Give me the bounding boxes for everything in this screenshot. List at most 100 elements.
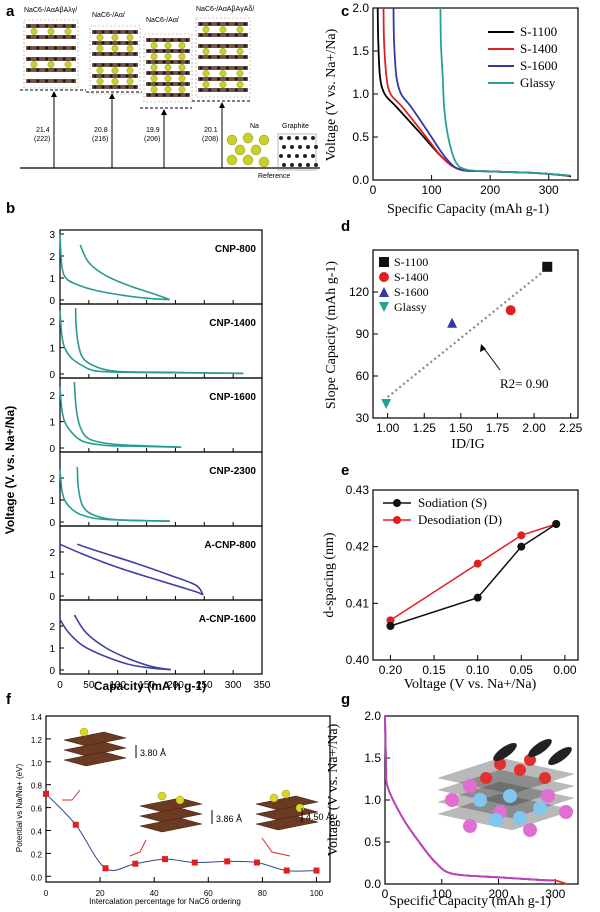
- g-inset-red-atom: [524, 754, 536, 766]
- carbon-atom: [133, 74, 137, 78]
- panel-e-label: e: [341, 462, 349, 479]
- carbon-atom: [62, 46, 66, 50]
- reference-label: Reference: [258, 173, 290, 180]
- b-ytick-label: 1: [49, 496, 55, 507]
- structure-1-formula: NaC6-/AαAβAλγ/: [24, 7, 77, 14]
- structure-2-plane: (216): [92, 136, 108, 143]
- na-atom: [219, 81, 227, 88]
- f-graphene-sheet: [63, 731, 127, 747]
- na-atom: [111, 78, 119, 85]
- f-graphene-sheet: [139, 797, 203, 813]
- e-point: [386, 622, 395, 630]
- g-ytick-label: 0.5: [364, 835, 381, 849]
- carbon-atom: [109, 74, 113, 78]
- c-ytick-label: 2.0: [352, 1, 369, 15]
- carbon-atom: [217, 33, 221, 37]
- carbon-atom: [170, 93, 174, 97]
- carbon-atom: [185, 93, 189, 97]
- carbon-atom: [101, 85, 105, 89]
- carbon-atom: [147, 71, 151, 75]
- b-subplot-title: CNP-1600: [209, 392, 256, 403]
- unit-cell-box: [143, 33, 193, 103]
- g-inset-na-atom: [463, 819, 477, 833]
- b-ytick-label: 0: [49, 296, 55, 307]
- carbon-atom: [234, 55, 238, 59]
- carbon-atom: [109, 63, 113, 67]
- carbon-atom: [53, 24, 58, 28]
- carbon-atom: [155, 82, 159, 86]
- carbon-atom: [71, 24, 75, 28]
- carbon-atom: [290, 145, 294, 149]
- carbon-atom: [155, 49, 159, 53]
- c-legend-label: Glassy: [520, 75, 556, 90]
- carbon-atom: [282, 163, 286, 167]
- f-spacing-label: 3.80 Å: [140, 748, 166, 758]
- carbon-atom: [217, 88, 221, 92]
- c-xtick-label: 300: [539, 183, 559, 197]
- f-spacing-label: 3.86 Å: [216, 814, 242, 824]
- b-xtick-label: 100: [109, 680, 126, 691]
- carbon-atom: [133, 85, 137, 89]
- carbon-atom: [101, 63, 105, 67]
- d-ytick-label: 120: [349, 285, 369, 299]
- carbon-atom: [162, 38, 166, 42]
- graphene-layer: [146, 82, 190, 86]
- na-atom: [219, 70, 227, 77]
- na-atom: [111, 34, 119, 41]
- carbon-atom: [117, 74, 121, 78]
- na-atom: [64, 61, 72, 68]
- f-graphene-sheet: [63, 741, 127, 757]
- f-xtick-label: 60: [204, 889, 213, 898]
- b-ytick-label: 1: [49, 344, 55, 355]
- carbon-atom: [155, 38, 159, 42]
- carbon-atom: [62, 79, 66, 83]
- na-atom: [126, 67, 134, 74]
- b-y-axis-label: Voltage (V. vs. Na+/Na): [3, 406, 17, 534]
- f-na-atom: [79, 727, 89, 737]
- na-atom: [236, 26, 244, 33]
- graphene-layer: [146, 71, 190, 75]
- carbon-atom: [306, 163, 310, 167]
- g-inset-na-atom: [445, 793, 459, 807]
- carbon-atom: [133, 41, 137, 45]
- graphene-layer: [198, 55, 248, 59]
- e-line: [390, 523, 557, 627]
- carbon-atom: [109, 52, 113, 56]
- graphite-cell-box: [277, 133, 317, 171]
- crystal-structure-4: [195, 17, 251, 98]
- carbon-atom: [234, 77, 238, 81]
- na-atom: [47, 61, 55, 68]
- carbon-atom: [311, 154, 315, 158]
- b-subplot-frame: [59, 229, 263, 305]
- na-atom: [126, 45, 134, 52]
- na-atom: [150, 75, 158, 82]
- carbon-atom: [45, 35, 49, 39]
- b-subplot-title: A-CNP-800: [204, 540, 256, 551]
- na-atom: [258, 156, 270, 168]
- carbon-atom: [162, 93, 166, 97]
- d-annotation-arrowhead: [480, 344, 486, 352]
- carbon-atom: [185, 38, 189, 42]
- carbon-atom: [117, 85, 121, 89]
- d-point-s-1400: [505, 305, 516, 316]
- carbon-atom: [125, 41, 129, 45]
- na-atom: [164, 53, 172, 60]
- g-inset-na-atom: [523, 823, 537, 837]
- structure-4-formula: NaC6-/AαAβAγAδ/: [196, 6, 254, 13]
- unit-cell-box: [89, 25, 141, 95]
- f-ytick-label: 1.4: [31, 713, 43, 722]
- e-x-axis-label: Voltage (V vs. Na+/Na): [404, 677, 537, 692]
- f-xtick-label: 40: [150, 889, 159, 898]
- carbon-atom: [147, 82, 151, 86]
- b-charge-curve: [74, 307, 244, 375]
- f-na-atom: [269, 793, 279, 803]
- e-ytick-label: 0.43: [346, 483, 370, 497]
- carbon-atom: [53, 68, 58, 72]
- carbon-atom: [162, 71, 166, 75]
- carbon-atom: [101, 41, 105, 45]
- b-charge-curve: [73, 614, 171, 671]
- d-ytick-label: 30: [356, 411, 370, 425]
- e-legend-label: Sodiation (S): [418, 495, 487, 510]
- carbon-atom: [199, 55, 203, 59]
- na-atom: [202, 26, 210, 33]
